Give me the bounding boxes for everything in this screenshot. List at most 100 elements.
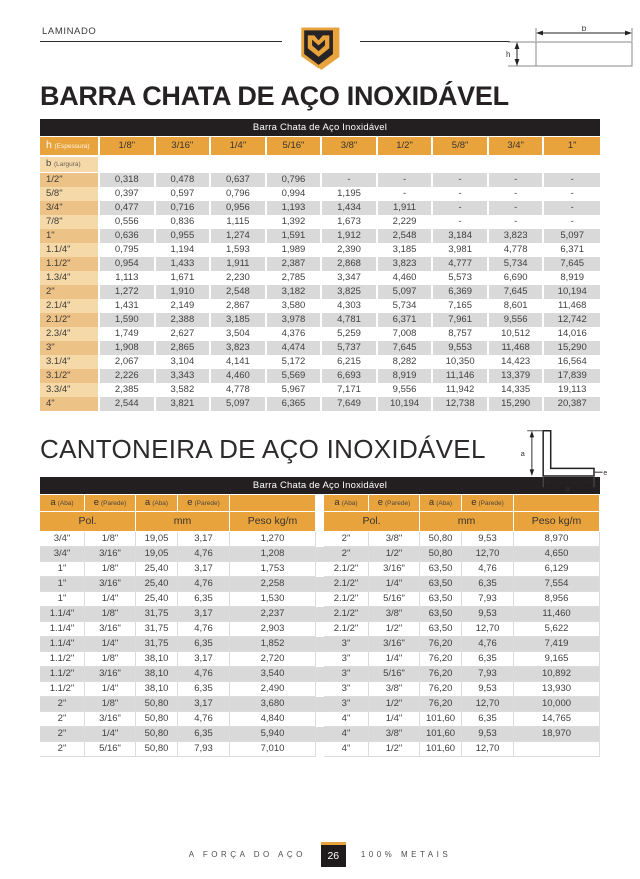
flat-bar-table-body: 1/2" 0,318 0,478 0,637 0,796- - - - -5/8" 0,397 0,… <box>40 173 600 411</box>
table-cell: 2,548 <box>377 229 434 243</box>
table-cell: 50,80 <box>420 532 462 547</box>
page-number-badge: 26 <box>320 842 346 867</box>
table-row: 7/8" 0,556 0,836 1,115 1,392 1,673 2,229- - - <box>40 215 600 229</box>
table-cell: 1/4" <box>369 577 420 592</box>
table-cell: 7,645 <box>544 257 600 271</box>
table-cell: 25,40 <box>136 592 178 607</box>
table-cell: 7,008 <box>377 327 434 341</box>
table-cell: 2,226 <box>100 369 156 383</box>
table-cell: 0,796 <box>211 187 267 201</box>
table-cell: 76,20 <box>420 637 462 652</box>
table-cell: 6,690 <box>488 271 545 285</box>
table-cell: 31,75 <box>136 622 178 637</box>
table-cell: - <box>377 173 434 187</box>
table-cell: 25,40 <box>136 562 178 577</box>
table-cell: 0,994 <box>266 187 323 201</box>
table-cell: 3,17 <box>178 697 230 712</box>
table-cell: 10,512 <box>488 327 545 341</box>
table-cell: 0,597 <box>155 187 212 201</box>
table-divider <box>316 562 324 577</box>
page-header: LAMINADO b h <box>40 20 633 78</box>
table-cell: 4,76 <box>462 637 514 652</box>
table-cell: 2,720 <box>230 652 316 667</box>
empty-cell <box>100 157 156 173</box>
table-cell: 9,53 <box>462 682 514 697</box>
column-header: 1/8" <box>100 137 156 157</box>
table-cell: 38,10 <box>136 652 178 667</box>
row-label: 1.1/4" <box>40 243 101 257</box>
table-cell: - <box>544 173 600 187</box>
table-divider <box>316 682 324 697</box>
table-row: 1" 0,636 0,955 1,274 1,591 1,912 2,548 3,184 3,8… <box>40 229 600 243</box>
table-cell: 3,185 <box>211 313 267 327</box>
table-cell: 63,50 <box>420 592 462 607</box>
row-label: 1" <box>40 229 101 243</box>
table-cell: 2,490 <box>230 682 316 697</box>
table-cell: 5,097 <box>377 285 434 299</box>
table-cell: 2,867 <box>211 299 267 313</box>
table-divider <box>316 637 324 652</box>
angle-dimension-diagram: a a e <box>521 430 607 491</box>
svg-text:a: a <box>566 484 571 491</box>
table-cell: 1,749 <box>100 327 156 341</box>
empty-cell <box>433 157 489 173</box>
table-row: 1.1/4" 1/8" 31,75 3,17 2,237 2.1/2" 3/8" 63,50 9… <box>40 607 600 622</box>
table-cell: 11,146 <box>433 369 489 383</box>
table-row: 2" 3/16" 50,80 4,76 4,840 4" 1/4" 101,60 6,35 14,… <box>40 712 600 727</box>
table-cell: 1/8" <box>85 562 136 577</box>
table-cell: 76,20 <box>420 652 462 667</box>
table-row: 5/8" 0,397 0,597 0,796 0,994 1,195- - - - <box>40 187 600 201</box>
page-title-angle: CANTONEIRA DE AÇO INOXIDÁVEL <box>40 434 486 464</box>
flat-bar-dimension-diagram: b h <box>506 26 633 67</box>
table-cell: 4,76 <box>178 577 230 592</box>
col-header-e-parede: e (Parede) <box>462 495 514 512</box>
table-cell: - <box>433 173 489 187</box>
table-cell: 31,75 <box>136 637 178 652</box>
table-row: 3/4" 3/16" 19,05 4,76 1,208 2" 1/2" 50,80 12,70 4… <box>40 547 600 562</box>
table-cell: 3/8" <box>369 727 420 742</box>
table-row: 1.1/4" 1/4" 31,75 6,35 1,852 3" 3/16" 76,20 4,76… <box>40 637 600 652</box>
table-cell: - <box>488 201 545 215</box>
table-cell: 14,423 <box>488 355 545 369</box>
table-cell: 0,637 <box>211 173 267 187</box>
table-cell: 5,734 <box>488 257 545 271</box>
table-cell: 38,10 <box>136 682 178 697</box>
table-cell: 8,757 <box>433 327 489 341</box>
table-row: 2" 1,272 1,910 2,548 3,182 3,825 5,097 6,369 7,6… <box>40 285 600 299</box>
table-cell: 4,777 <box>433 257 489 271</box>
table-cell: 6,371 <box>544 243 600 257</box>
table-divider <box>316 577 324 592</box>
col-header-peso: Peso kg/m <box>230 512 316 532</box>
table-cell: 1,113 <box>100 271 156 285</box>
table-cell: 2,388 <box>155 313 212 327</box>
table-cell: 8,601 <box>488 299 545 313</box>
table-row: 2" 1/8" 50,80 3,17 3,680 3" 1/2" 76,20 12,70 10,0… <box>40 697 600 712</box>
table-cell: 3,582 <box>155 383 212 397</box>
table-cell: 101,60 <box>420 727 462 742</box>
table-cell: 2.1/2" <box>324 622 369 637</box>
table-cell: 50,80 <box>420 547 462 562</box>
table-cell: 6,35 <box>462 577 514 592</box>
table-row: 1.1/4" 3/16" 31,75 4,76 2,903 2.1/2" 1/2" 63,50… <box>40 622 600 637</box>
table-cell: 3/16" <box>369 637 420 652</box>
table-cell: 2,229 <box>377 215 434 229</box>
table-cell: 4,781 <box>322 313 378 327</box>
table-cell: 1/2" <box>369 547 420 562</box>
table-cell: - <box>544 187 600 201</box>
table-cell: 4,303 <box>322 299 378 313</box>
empty-cell <box>377 157 434 173</box>
col-header-mm: mm <box>136 512 230 532</box>
column-header: 3/16" <box>155 137 212 157</box>
table-cell: 4,778 <box>488 243 545 257</box>
table-cell: 3/16" <box>85 622 136 637</box>
table-divider <box>316 512 324 532</box>
table-cell: 3/8" <box>369 532 420 547</box>
table-row: 1" 1/4" 25,40 6,35 1,530 2.1/2" 5/16" 63,50 7,93… <box>40 592 600 607</box>
table-cell: 1/4" <box>369 712 420 727</box>
table-row: 2.1/2" 1,590 2,388 3,185 3,978 4,781 6,371 7,96… <box>40 313 600 327</box>
table-cell: 5,172 <box>266 355 323 369</box>
table-cell: 1,908 <box>100 341 156 355</box>
table-cell: 1,673 <box>322 215 378 229</box>
table-cell: 5,573 <box>433 271 489 285</box>
svg-text:a: a <box>521 449 526 458</box>
